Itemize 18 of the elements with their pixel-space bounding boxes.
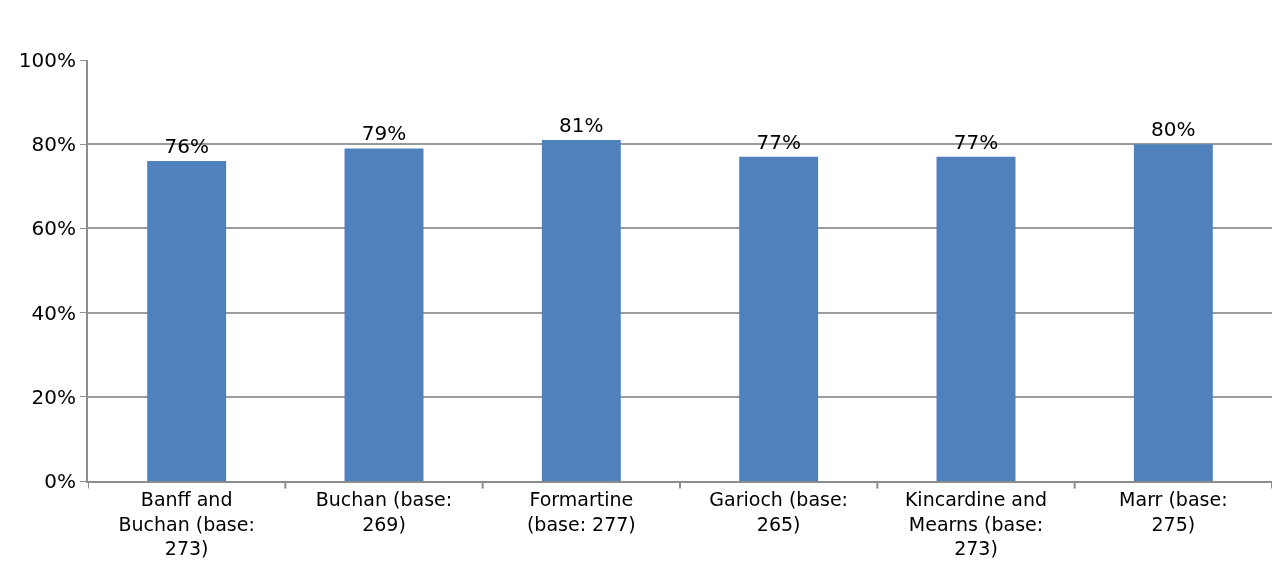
x-tick-label: Banff and Buchan (base: 273): [118, 487, 255, 560]
data-label: 77%: [756, 129, 801, 154]
y-tick-label: 20%: [31, 384, 76, 409]
data-label: 77%: [953, 129, 999, 154]
data-label: 80%: [1151, 117, 1196, 142]
x-tick-label: Buchan (base: 269): [315, 487, 453, 535]
data-label: 81%: [559, 112, 604, 137]
y-tick-label: 0%: [44, 469, 76, 493]
y-tick-label: 60%: [31, 216, 76, 241]
x-tick-label: Formartine (base: 277): [526, 487, 636, 535]
x-tick-label: Marr (base: 275): [1119, 487, 1228, 535]
x-tick-label: Kincardine and Mearns (base: 273): [904, 487, 1048, 560]
x-tick-label: Garioch (base: 265): [709, 487, 849, 535]
data-label: 76%: [164, 134, 209, 159]
data-label: 79%: [361, 121, 407, 146]
y-tick-label: 100%: [18, 48, 76, 72]
y-tick-label: 40%: [31, 300, 76, 325]
y-tick-label: 80%: [31, 132, 76, 157]
